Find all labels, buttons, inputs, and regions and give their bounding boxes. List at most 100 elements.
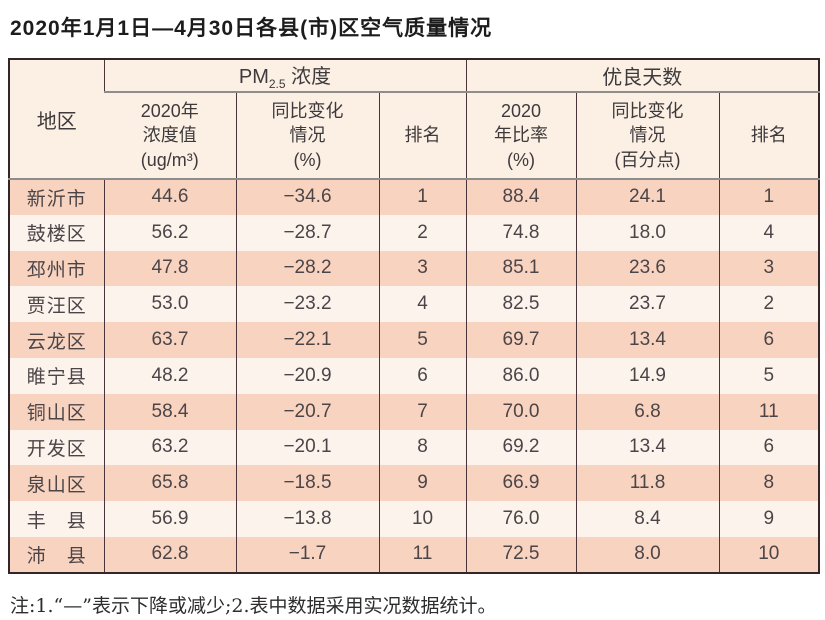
header-sub-row: 2020年 浓度值 (ug/m³) 同比变化 情况 (%) 排名 2020 年比… bbox=[9, 92, 820, 180]
pm-rank-cell: 2 bbox=[378, 214, 467, 251]
days-rank-cell: 2 bbox=[718, 286, 820, 323]
page-title: 2020年1月1日—4月30日各县(市)区空气质量情况 bbox=[10, 17, 493, 40]
days-rank-cell: 5 bbox=[718, 357, 820, 394]
header-days-ratio: 2020 年比率 (%) bbox=[465, 92, 577, 180]
days-rank-cell: 4 bbox=[718, 214, 820, 251]
days-rank-cell: 9 bbox=[718, 501, 820, 537]
pm-value-cell: 63.2 bbox=[103, 429, 236, 466]
pm-rank-cell: 11 bbox=[378, 536, 467, 573]
pm-subscript: 2.5 bbox=[268, 77, 286, 91]
region-cell: 铜山区 bbox=[9, 393, 104, 430]
days-change-cell: 8.4 bbox=[575, 501, 720, 537]
pm-value-cell: 65.8 bbox=[103, 465, 236, 502]
days-rank-cell: 10 bbox=[718, 536, 820, 573]
days-ratio-cell: 70.0 bbox=[465, 393, 577, 430]
table-row: 新沂市 44.6 −34.6 1 88.4 24.1 1 bbox=[9, 179, 820, 215]
days-ratio-cell: 85.1 bbox=[465, 250, 577, 287]
region-cell: 丰 县 bbox=[9, 501, 104, 537]
header-good-days-group: 优良天数 bbox=[465, 59, 820, 93]
pm-rank-cell: 1 bbox=[378, 179, 467, 215]
pm-value-cell: 58.4 bbox=[103, 393, 236, 430]
pm-rank-cell: 10 bbox=[378, 501, 467, 537]
table-row: 贾汪区 53.0 −23.2 4 82.5 23.7 2 bbox=[9, 286, 820, 323]
pm-change-cell: −1.7 bbox=[235, 536, 379, 573]
days-change-cell: 13.4 bbox=[575, 429, 720, 466]
days-rank-cell: 3 bbox=[718, 250, 820, 287]
header-days-change: 同比变化 情况 (百分点) bbox=[575, 92, 720, 180]
pm-change-cell: −13.8 bbox=[235, 501, 379, 537]
header-days-rank: 排名 bbox=[718, 92, 820, 180]
table-row: 邳州市 47.8 −28.2 3 85.1 23.6 3 bbox=[9, 250, 820, 287]
days-change-cell: 23.7 bbox=[575, 286, 720, 323]
table-body: 新沂市 44.6 −34.6 1 88.4 24.1 1 鼓楼区 56.2 −2… bbox=[9, 179, 820, 573]
days-change-cell: 13.4 bbox=[575, 322, 720, 358]
table-row: 丰 县 56.9 −13.8 10 76.0 8.4 9 bbox=[9, 501, 820, 537]
pm-value-cell: 63.7 bbox=[103, 322, 236, 358]
table-header: 地区 PM2.5 浓度 优良天数 2020年 浓度值 (ug/m³) 同比变化 … bbox=[9, 59, 820, 180]
region-cell: 沛 县 bbox=[9, 536, 104, 573]
table-row: 鼓楼区 56.2 −28.7 2 74.8 18.0 4 bbox=[9, 214, 820, 251]
table-row: 云龙区 63.7 −22.1 5 69.7 13.4 6 bbox=[9, 322, 820, 358]
pm-change-cell: −20.7 bbox=[235, 393, 379, 430]
header-region: 地区 bbox=[9, 59, 104, 180]
table-row: 铜山区 58.4 −20.7 7 70.0 6.8 11 bbox=[9, 393, 820, 430]
air-quality-table: 地区 PM2.5 浓度 优良天数 2020年 浓度值 (ug/m³) 同比变化 … bbox=[8, 58, 821, 574]
days-change-cell: 6.8 bbox=[575, 393, 720, 430]
days-ratio-cell: 72.5 bbox=[465, 536, 577, 573]
days-ratio-cell: 76.0 bbox=[465, 501, 577, 537]
region-cell: 贾汪区 bbox=[9, 286, 104, 323]
days-rank-cell: 6 bbox=[718, 429, 820, 466]
pm-change-cell: −18.5 bbox=[235, 465, 379, 502]
pm-rank-cell: 4 bbox=[378, 286, 467, 323]
days-ratio-cell: 82.5 bbox=[465, 286, 577, 323]
days-change-cell: 8.0 bbox=[575, 536, 720, 573]
region-cell: 开发区 bbox=[9, 429, 104, 466]
days-rank-cell: 11 bbox=[718, 393, 820, 430]
table-row: 沛 县 62.8 −1.7 11 72.5 8.0 10 bbox=[9, 536, 820, 573]
table-row: 泉山区 65.8 −18.5 9 66.9 11.8 8 bbox=[9, 465, 820, 502]
header-pm-value: 2020年 浓度值 (ug/m³) bbox=[104, 92, 236, 180]
region-cell: 新沂市 bbox=[9, 179, 104, 215]
pm-rank-cell: 5 bbox=[378, 322, 467, 358]
region-cell: 睢宁县 bbox=[9, 357, 104, 394]
pm-value-cell: 62.8 bbox=[103, 536, 236, 573]
pm-change-cell: −34.6 bbox=[235, 179, 379, 215]
footnote: 注:1.“—”表示下降或减少;2.表中数据采用实况数据统计。 bbox=[10, 594, 497, 617]
region-cell: 鼓楼区 bbox=[9, 214, 104, 251]
region-cell: 泉山区 bbox=[9, 465, 104, 502]
pm-change-cell: −20.9 bbox=[235, 357, 379, 394]
pm-change-cell: −22.1 bbox=[235, 322, 379, 358]
days-ratio-cell: 69.7 bbox=[465, 322, 577, 358]
pm-value-cell: 56.9 bbox=[103, 501, 236, 537]
days-ratio-cell: 74.8 bbox=[465, 214, 577, 251]
pm-change-cell: −23.2 bbox=[235, 286, 379, 323]
days-change-cell: 18.0 bbox=[575, 214, 720, 251]
days-ratio-cell: 66.9 bbox=[465, 465, 577, 502]
pm-value-cell: 48.2 bbox=[103, 357, 236, 394]
days-change-cell: 14.9 bbox=[575, 357, 720, 394]
pm-value-cell: 53.0 bbox=[103, 286, 236, 323]
days-ratio-cell: 86.0 bbox=[465, 357, 577, 394]
pm-suffix-label: 浓度 bbox=[285, 66, 332, 88]
days-rank-cell: 1 bbox=[718, 179, 820, 215]
header-pm-change: 同比变化 情况 (%) bbox=[235, 92, 379, 180]
days-ratio-cell: 88.4 bbox=[465, 179, 577, 215]
header-group-row: 地区 PM2.5 浓度 优良天数 bbox=[9, 59, 820, 180]
days-rank-cell: 6 bbox=[718, 322, 820, 358]
days-change-cell: 23.6 bbox=[575, 250, 720, 287]
table-row: 开发区 63.2 −20.1 8 69.2 13.4 6 bbox=[9, 429, 820, 466]
pm-value-cell: 56.2 bbox=[103, 214, 236, 251]
pm-change-cell: −20.1 bbox=[235, 429, 379, 466]
header-pm25-group: PM2.5 浓度 bbox=[103, 59, 467, 93]
pm-rank-cell: 3 bbox=[378, 250, 467, 287]
days-change-cell: 24.1 bbox=[575, 179, 720, 215]
header-pm-rank: 排名 bbox=[378, 92, 467, 180]
pm-change-cell: −28.2 bbox=[235, 250, 379, 287]
pm-value-cell: 47.8 bbox=[103, 250, 236, 287]
region-cell: 云龙区 bbox=[9, 322, 104, 358]
pm-change-cell: −28.7 bbox=[235, 214, 379, 251]
days-rank-cell: 8 bbox=[718, 465, 820, 502]
table-row: 睢宁县 48.2 −20.9 6 86.0 14.9 5 bbox=[9, 357, 820, 394]
pm-value-cell: 44.6 bbox=[103, 179, 236, 215]
pm-rank-cell: 6 bbox=[378, 357, 467, 394]
